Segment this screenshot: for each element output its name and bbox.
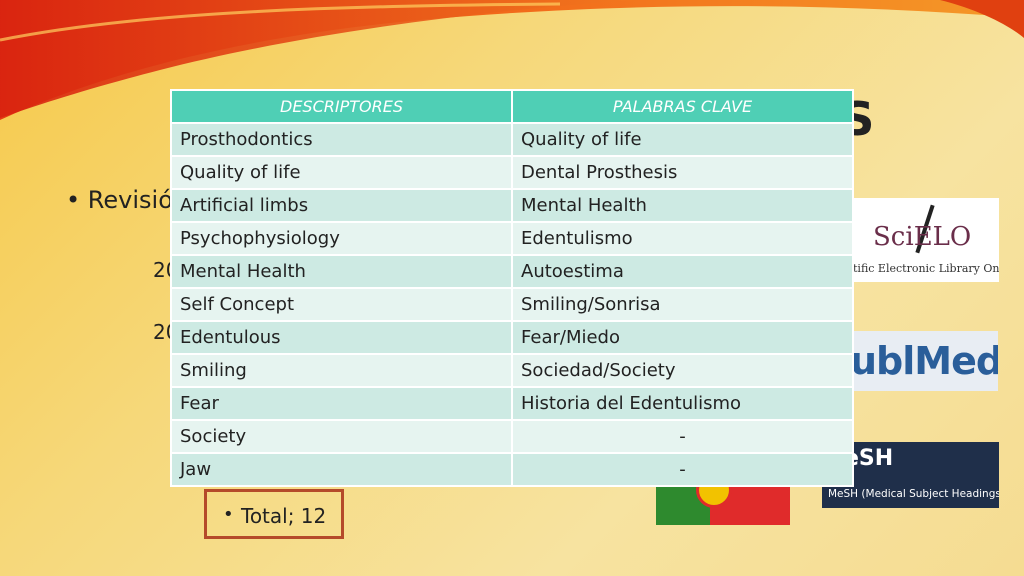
table-row: Prosthodontics Quality of life <box>170 122 854 157</box>
keyword-cell: Smiling/Sonrisa <box>511 287 854 322</box>
bullet-revision-fragment: • Revisió <box>66 186 173 214</box>
scielo-subtitle: tific Electronic Library Online <box>853 262 999 275</box>
descriptor-cell: Prosthodontics <box>170 122 513 157</box>
table-row: Self Concept Smiling/Sonrisa <box>170 287 854 322</box>
keyword-cell: - <box>511 419 854 454</box>
descriptor-cell: Psychophysiology <box>170 221 513 256</box>
table-row: Artificial limbs Mental Health <box>170 188 854 223</box>
header-descriptores: DESCRIPTORES <box>170 89 513 124</box>
keyword-cell: Historia del Edentulismo <box>511 386 854 421</box>
descriptor-cell: Smiling <box>170 353 513 388</box>
descriptors-table: DESCRIPTORES PALABRAS CLAVE Prosthodonti… <box>170 89 854 487</box>
scielo-mark: SciELO <box>873 222 972 252</box>
keyword-cell: Edentulismo <box>511 221 854 256</box>
keyword-cell: Fear/Miedo <box>511 320 854 355</box>
keyword-cell: - <box>511 452 854 487</box>
total-label: Total; 12 <box>241 504 327 528</box>
keyword-cell: Autoestima <box>511 254 854 289</box>
keyword-cell: Dental Prosthesis <box>511 155 854 190</box>
descriptor-cell: Jaw <box>170 452 513 487</box>
descriptor-cell: Society <box>170 419 513 454</box>
table-header-row: DESCRIPTORES PALABRAS CLAVE <box>170 89 854 124</box>
descriptor-cell: Mental Health <box>170 254 513 289</box>
table-row: Quality of life Dental Prosthesis <box>170 155 854 190</box>
total-box: • Total; 12 <box>204 489 344 539</box>
keyword-cell: Sociedad/Society <box>511 353 854 388</box>
descriptor-cell: Fear <box>170 386 513 421</box>
bullet-icon: • <box>223 504 234 525</box>
descriptor-cell: Quality of life <box>170 155 513 190</box>
mesh-logo-subtitle: MeSH (Medical Subject Headings) <box>828 488 999 500</box>
keyword-cell: Quality of life <box>511 122 854 157</box>
portugal-flag-icon <box>656 480 790 525</box>
table-row: Jaw - <box>170 452 854 487</box>
keyword-cell: Mental Health <box>511 188 854 223</box>
table-row: Society - <box>170 419 854 454</box>
pubmed-logo-text: ublMed <box>850 339 998 383</box>
table-row: Smiling Sociedad/Society <box>170 353 854 388</box>
table-row: Mental Health Autoestima <box>170 254 854 289</box>
scielo-logo: SciELO tific Electronic Library Online <box>853 198 999 282</box>
table-row: Fear Historia del Edentulismo <box>170 386 854 421</box>
pubmed-logo: ublMed <box>850 331 998 391</box>
descriptor-cell: Edentulous <box>170 320 513 355</box>
header-palabras-clave: PALABRAS CLAVE <box>511 89 854 124</box>
descriptor-cell: Self Concept <box>170 287 513 322</box>
table-row: Psychophysiology Edentulismo <box>170 221 854 256</box>
table-row: Edentulous Fear/Miedo <box>170 320 854 355</box>
descriptor-cell: Artificial limbs <box>170 188 513 223</box>
decorative-swoosh <box>0 0 1024 120</box>
